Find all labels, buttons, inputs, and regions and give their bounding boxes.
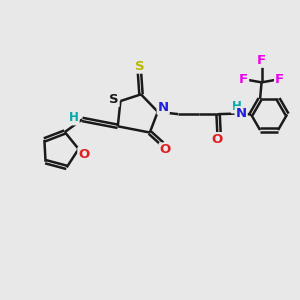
Text: N: N	[158, 101, 169, 114]
Text: F: F	[239, 74, 248, 86]
Text: O: O	[160, 143, 171, 156]
Text: O: O	[212, 133, 223, 146]
Text: S: S	[109, 93, 119, 106]
Text: H: H	[232, 100, 242, 112]
Text: H: H	[69, 111, 79, 124]
Text: N: N	[236, 107, 247, 120]
Text: S: S	[135, 60, 144, 73]
Text: O: O	[78, 148, 90, 161]
Text: F: F	[257, 54, 266, 67]
Text: F: F	[275, 74, 284, 86]
